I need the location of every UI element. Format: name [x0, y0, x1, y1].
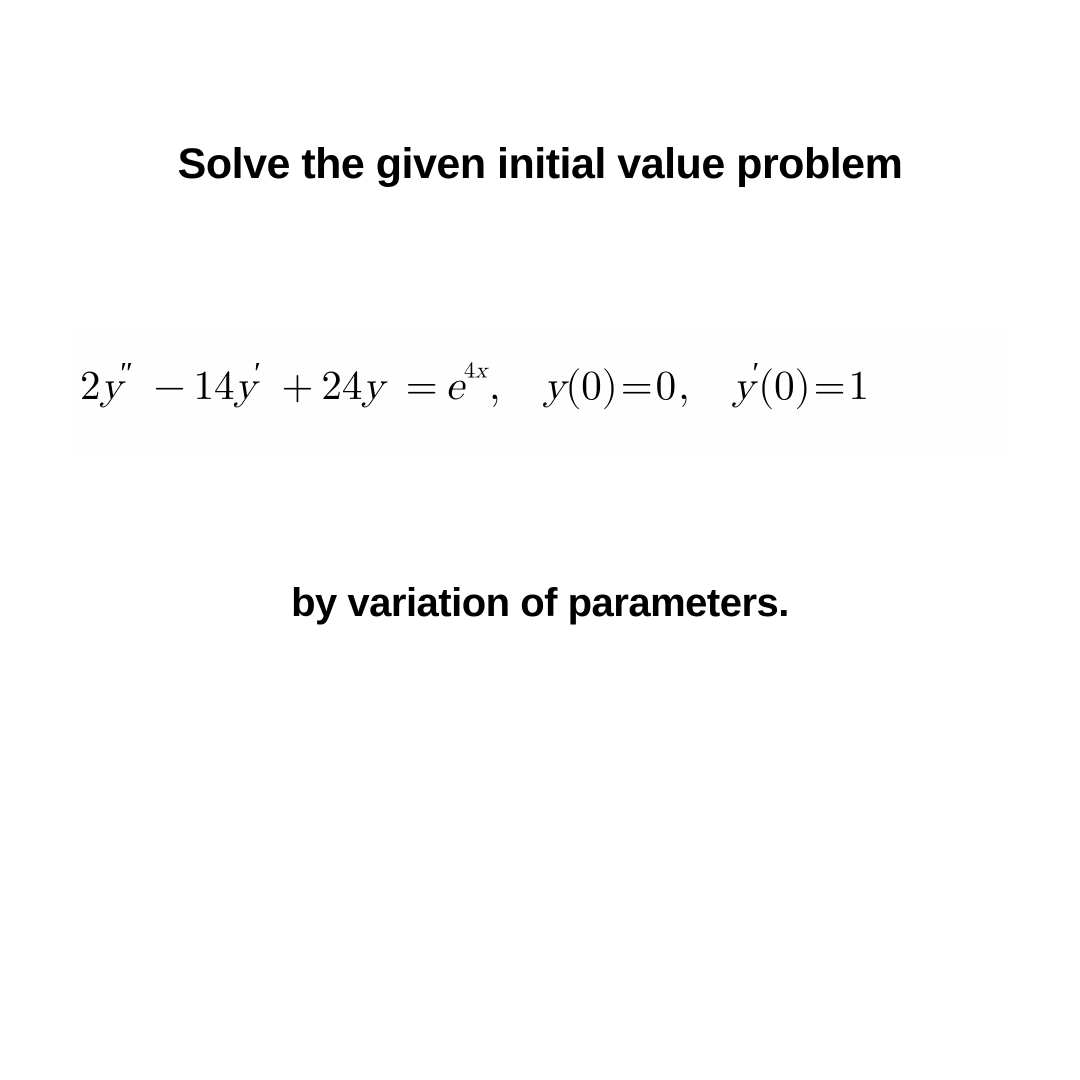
rhs-base: e	[446, 366, 464, 407]
ic1-val: 0	[656, 366, 677, 407]
ic1-arg: 0	[581, 366, 602, 407]
rhs-exp-coef: 4	[464, 361, 475, 383]
ic2-val: 1	[849, 366, 870, 407]
coef-yp: 14	[194, 366, 235, 407]
ode-and-ics: 2y″ −14y′ +24y =e4x, y(0)=0, y′(0)=1	[80, 366, 869, 407]
coef-y: 24	[321, 366, 362, 407]
heading-bottom: by variation of parameters.	[70, 581, 1010, 626]
problem-page: Solve the given initial value problem 2 y…	[0, 0, 1080, 1080]
rhs-exp-var: x	[475, 361, 487, 383]
equation-block: 2y″ −14y′ +24y =e4x, y(0)=0, y′(0)=1	[70, 329, 1010, 451]
coef-ypp: 2	[80, 366, 101, 407]
ic2-arg: 0	[774, 366, 795, 407]
ic1-var: y	[544, 366, 566, 407]
heading-top: Solve the given initial value problem	[70, 140, 1010, 189]
